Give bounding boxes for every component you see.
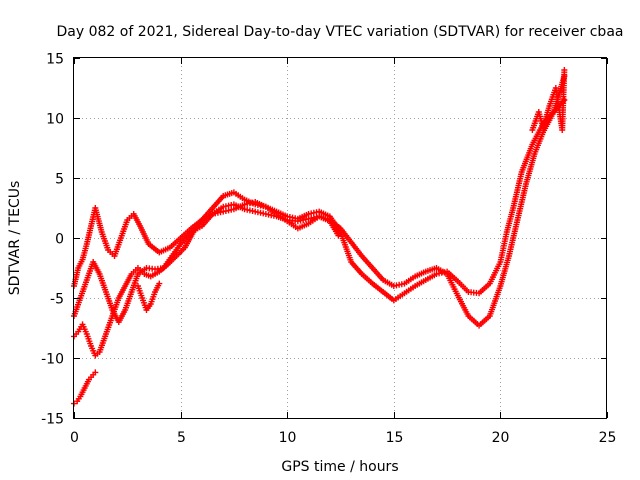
y-tick-label: -5: [50, 292, 64, 308]
data-point: [335, 232, 342, 239]
y-tick-label: -10: [41, 352, 64, 368]
y-tick-label: 0: [55, 232, 64, 248]
data-point: [561, 97, 568, 103]
data-point: [561, 67, 568, 73]
x-axis-label: GPS time / hours: [281, 459, 398, 475]
x-tick-label: 0: [70, 430, 79, 446]
data-point: [92, 369, 99, 376]
x-tick-label: 25: [599, 430, 617, 446]
x-tick-label: 15: [386, 430, 404, 446]
axis-ticks: 0 5 10 15 20 25 -15 -10 -5 0 5 10 15: [41, 52, 616, 447]
data-point: [156, 280, 163, 287]
x-tick-label: 20: [492, 430, 510, 446]
y-tick-label: -15: [41, 412, 64, 428]
y-tick-label: 5: [55, 172, 64, 188]
x-tick-label: 5: [177, 430, 186, 446]
y-tick-label: 10: [46, 112, 64, 128]
x-tick-label: 10: [279, 430, 297, 446]
plot-frame: [73, 57, 607, 419]
y-axis-label: SDTVAR / TECUs: [7, 181, 23, 296]
y-tick-label: 15: [46, 52, 64, 68]
data-points: [71, 67, 568, 407]
chart-title: Day 082 of 2021, Sidereal Day-to-day VTE…: [57, 24, 624, 40]
